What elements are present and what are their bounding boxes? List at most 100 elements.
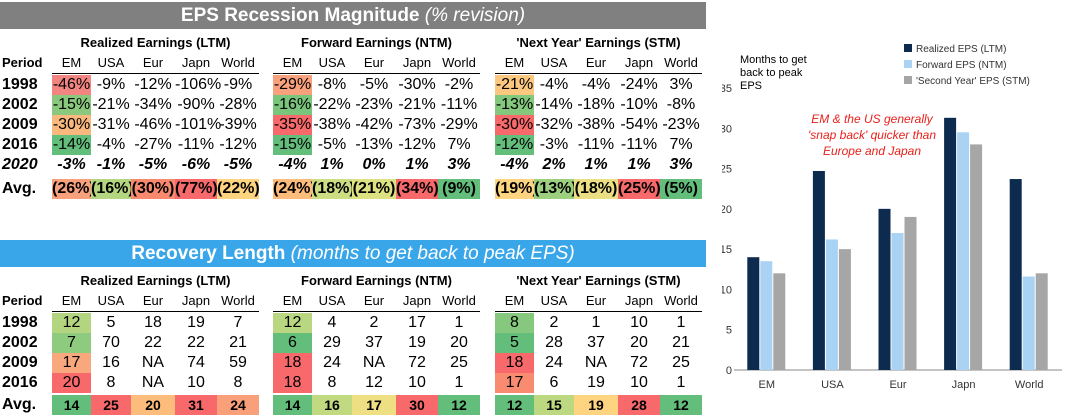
column-header: Japn: [624, 55, 654, 70]
value-cell: -73%: [398, 116, 436, 133]
value-cell: 10: [630, 374, 648, 391]
table-row: 2002 -15% -21% -34% -90% -28% -16% -22% -23% -21%…: [0, 95, 706, 115]
value-cell: 20: [52, 373, 91, 393]
y-tick-label: 35: [722, 83, 732, 95]
annotation-line: 'snap back' quicker than: [808, 128, 936, 142]
bar: [825, 239, 838, 370]
value-cell: 12: [365, 374, 383, 391]
value-cell: -46%: [134, 116, 172, 133]
recovery-chart: 0 5 10 15 20 25 30 35 EM USA Eur Japn World Months to…: [722, 44, 1062, 391]
value-cell: -15%: [52, 95, 91, 115]
column-header: Eur: [142, 55, 164, 70]
avg-cell: (25%): [618, 179, 661, 199]
magnitude-banner: EPS Recession Magnitude (% revision): [0, 2, 706, 29]
y-tick-label: 30: [722, 123, 732, 135]
group-header: Realized Earnings (LTM): [80, 35, 231, 50]
value-cell: 18: [273, 353, 312, 373]
bar: [760, 261, 773, 370]
value-cell: -9%: [223, 76, 253, 93]
value-cell: 24: [323, 354, 341, 371]
column-header: Japn: [181, 55, 211, 70]
avg-cell: (18%): [312, 179, 355, 199]
table-row: 2020 -3% -1% -5% -6% -5% -4% 1% 0% 1% 3% -4% 2% 1% 1% 3…: [0, 155, 706, 175]
chart-title-line: back to peak: [740, 67, 803, 79]
value-cell: -14%: [535, 96, 573, 113]
column-header: Japn: [402, 55, 432, 70]
recovery-banner: Recovery Length (months to get back to p…: [0, 240, 706, 267]
bar: [812, 170, 825, 370]
value-cell: NA: [362, 354, 386, 371]
value-cell: 4: [327, 314, 337, 331]
value-cell: 19: [408, 334, 426, 351]
value-cell: 1: [454, 374, 464, 391]
legend-label: Realized EPS (LTM): [916, 44, 1006, 55]
column-header: World: [442, 55, 476, 70]
value-cell: 1%: [584, 156, 608, 173]
column-header: Japn: [402, 293, 432, 308]
column-header: World: [221, 293, 255, 308]
y-tick-label: 5: [726, 325, 732, 337]
value-cell: 22: [187, 334, 205, 351]
value-cell: -39%: [219, 116, 257, 133]
value-cell: -4%: [581, 76, 611, 93]
legend-label: 'Second Year' EPS (STM): [916, 76, 1030, 87]
avg-cell: 14: [273, 395, 312, 415]
value-cell: -30%: [398, 76, 436, 93]
average-row: Avg. 14 25 20 31 24 14 16 17 30 12 12 15 19 28 12: [0, 395, 706, 415]
y-tick-label: 10: [722, 284, 732, 296]
value-cell: 16: [102, 354, 120, 371]
value-cell: 59: [229, 354, 247, 371]
value-cell: 6: [549, 374, 559, 391]
value-cell: 8: [233, 374, 243, 391]
value-cell: -31%: [92, 116, 130, 133]
value-cell: 25: [672, 354, 690, 371]
value-cell: 19: [587, 374, 605, 391]
table-row: 1998 -46% -9% -12% -106% -9% -29% -8% -5% -30% -2%…: [0, 75, 706, 95]
value-cell: 74: [187, 354, 205, 371]
x-tick-label: Eur: [889, 379, 906, 391]
avg-label: Avg.: [2, 180, 37, 197]
value-cell: -12%: [134, 76, 172, 93]
value-cell: 18: [144, 314, 162, 331]
value-cell: -46%: [52, 75, 91, 95]
bar: [904, 216, 917, 370]
group-header: 'Next Year' Earnings (STM): [516, 35, 681, 50]
value-cell: -28%: [219, 96, 257, 113]
value-cell: -5%: [223, 156, 253, 173]
legend-swatch: [904, 76, 912, 84]
value-cell: 7%: [447, 136, 471, 153]
header-underline: [52, 73, 259, 74]
period-label: Period: [2, 293, 43, 308]
column-header: World: [442, 293, 476, 308]
value-cell: -5%: [138, 156, 168, 173]
avg-cell: 12: [438, 395, 480, 415]
avg-cell: 30: [396, 395, 438, 415]
value-cell: NA: [141, 374, 165, 391]
value-cell: 21: [672, 334, 690, 351]
value-cell: 1%: [320, 156, 344, 173]
avg-cell: 12: [660, 395, 702, 415]
value-cell: -101%: [175, 116, 222, 133]
value-cell: -8%: [317, 76, 347, 93]
value-cell: 37: [365, 334, 383, 351]
value-cell: -42%: [355, 116, 393, 133]
avg-cell: 16: [312, 395, 352, 415]
value-cell: -3%: [539, 136, 569, 153]
value-cell: -22%: [313, 96, 351, 113]
value-cell: -32%: [535, 116, 573, 133]
bar: [1022, 276, 1035, 370]
value-cell: 19: [187, 314, 205, 331]
value-cell: 0%: [362, 156, 386, 173]
value-cell: -14%: [52, 135, 91, 155]
value-cell: -9%: [96, 76, 126, 93]
avg-cell: (21%): [352, 179, 396, 199]
value-cell: 1: [676, 314, 686, 331]
period-label: Period: [2, 55, 43, 70]
column-header: EM: [504, 293, 525, 308]
value-cell: 1: [454, 314, 464, 331]
y-tick-label: 25: [722, 164, 732, 176]
annotation-line: EM & the US generally: [811, 112, 933, 126]
header-underline: [273, 73, 480, 74]
column-header: World: [221, 55, 255, 70]
bar: [1009, 179, 1022, 370]
